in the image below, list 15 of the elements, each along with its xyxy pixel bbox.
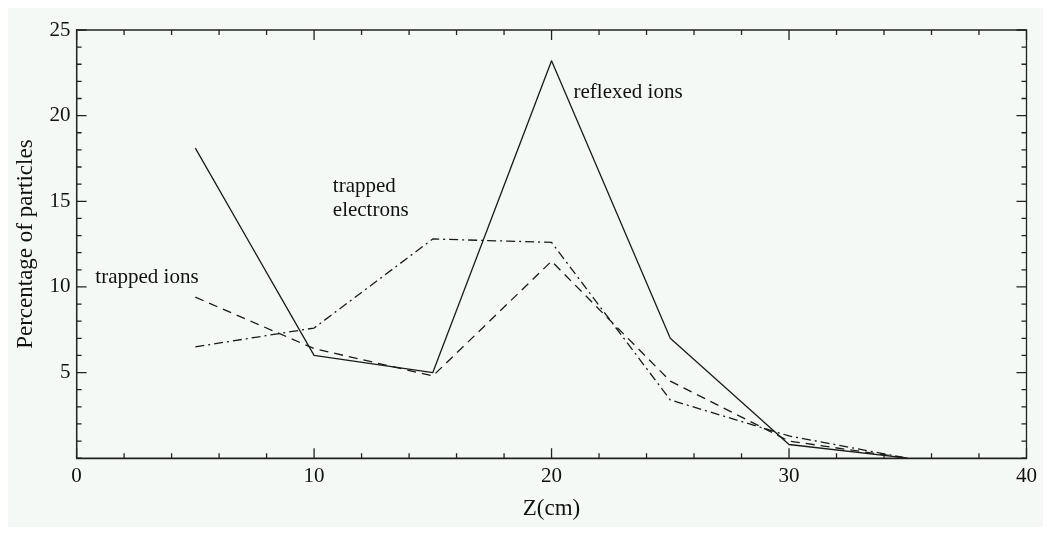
series-label: trapped electrons — [332, 173, 409, 222]
x-tick-label: 0 — [71, 463, 82, 488]
y-tick-label: 15 — [49, 187, 71, 212]
y-tick-label: 20 — [49, 102, 71, 127]
x-axis-title: Z(cm) — [522, 495, 581, 521]
series-label: trapped ions — [95, 263, 199, 288]
y-tick-label: 5 — [60, 359, 71, 384]
series-label: reflexed ions — [573, 79, 683, 104]
x-tick-label: 40 — [1016, 463, 1037, 488]
x-tick-label: 10 — [303, 463, 325, 488]
x-tick-label: 20 — [541, 463, 563, 488]
y-axis-title: Percentage of particles — [11, 139, 37, 349]
x-tick-label: 30 — [778, 463, 800, 488]
y-tick-label: 10 — [49, 273, 71, 298]
y-tick-label: 25 — [49, 16, 71, 41]
